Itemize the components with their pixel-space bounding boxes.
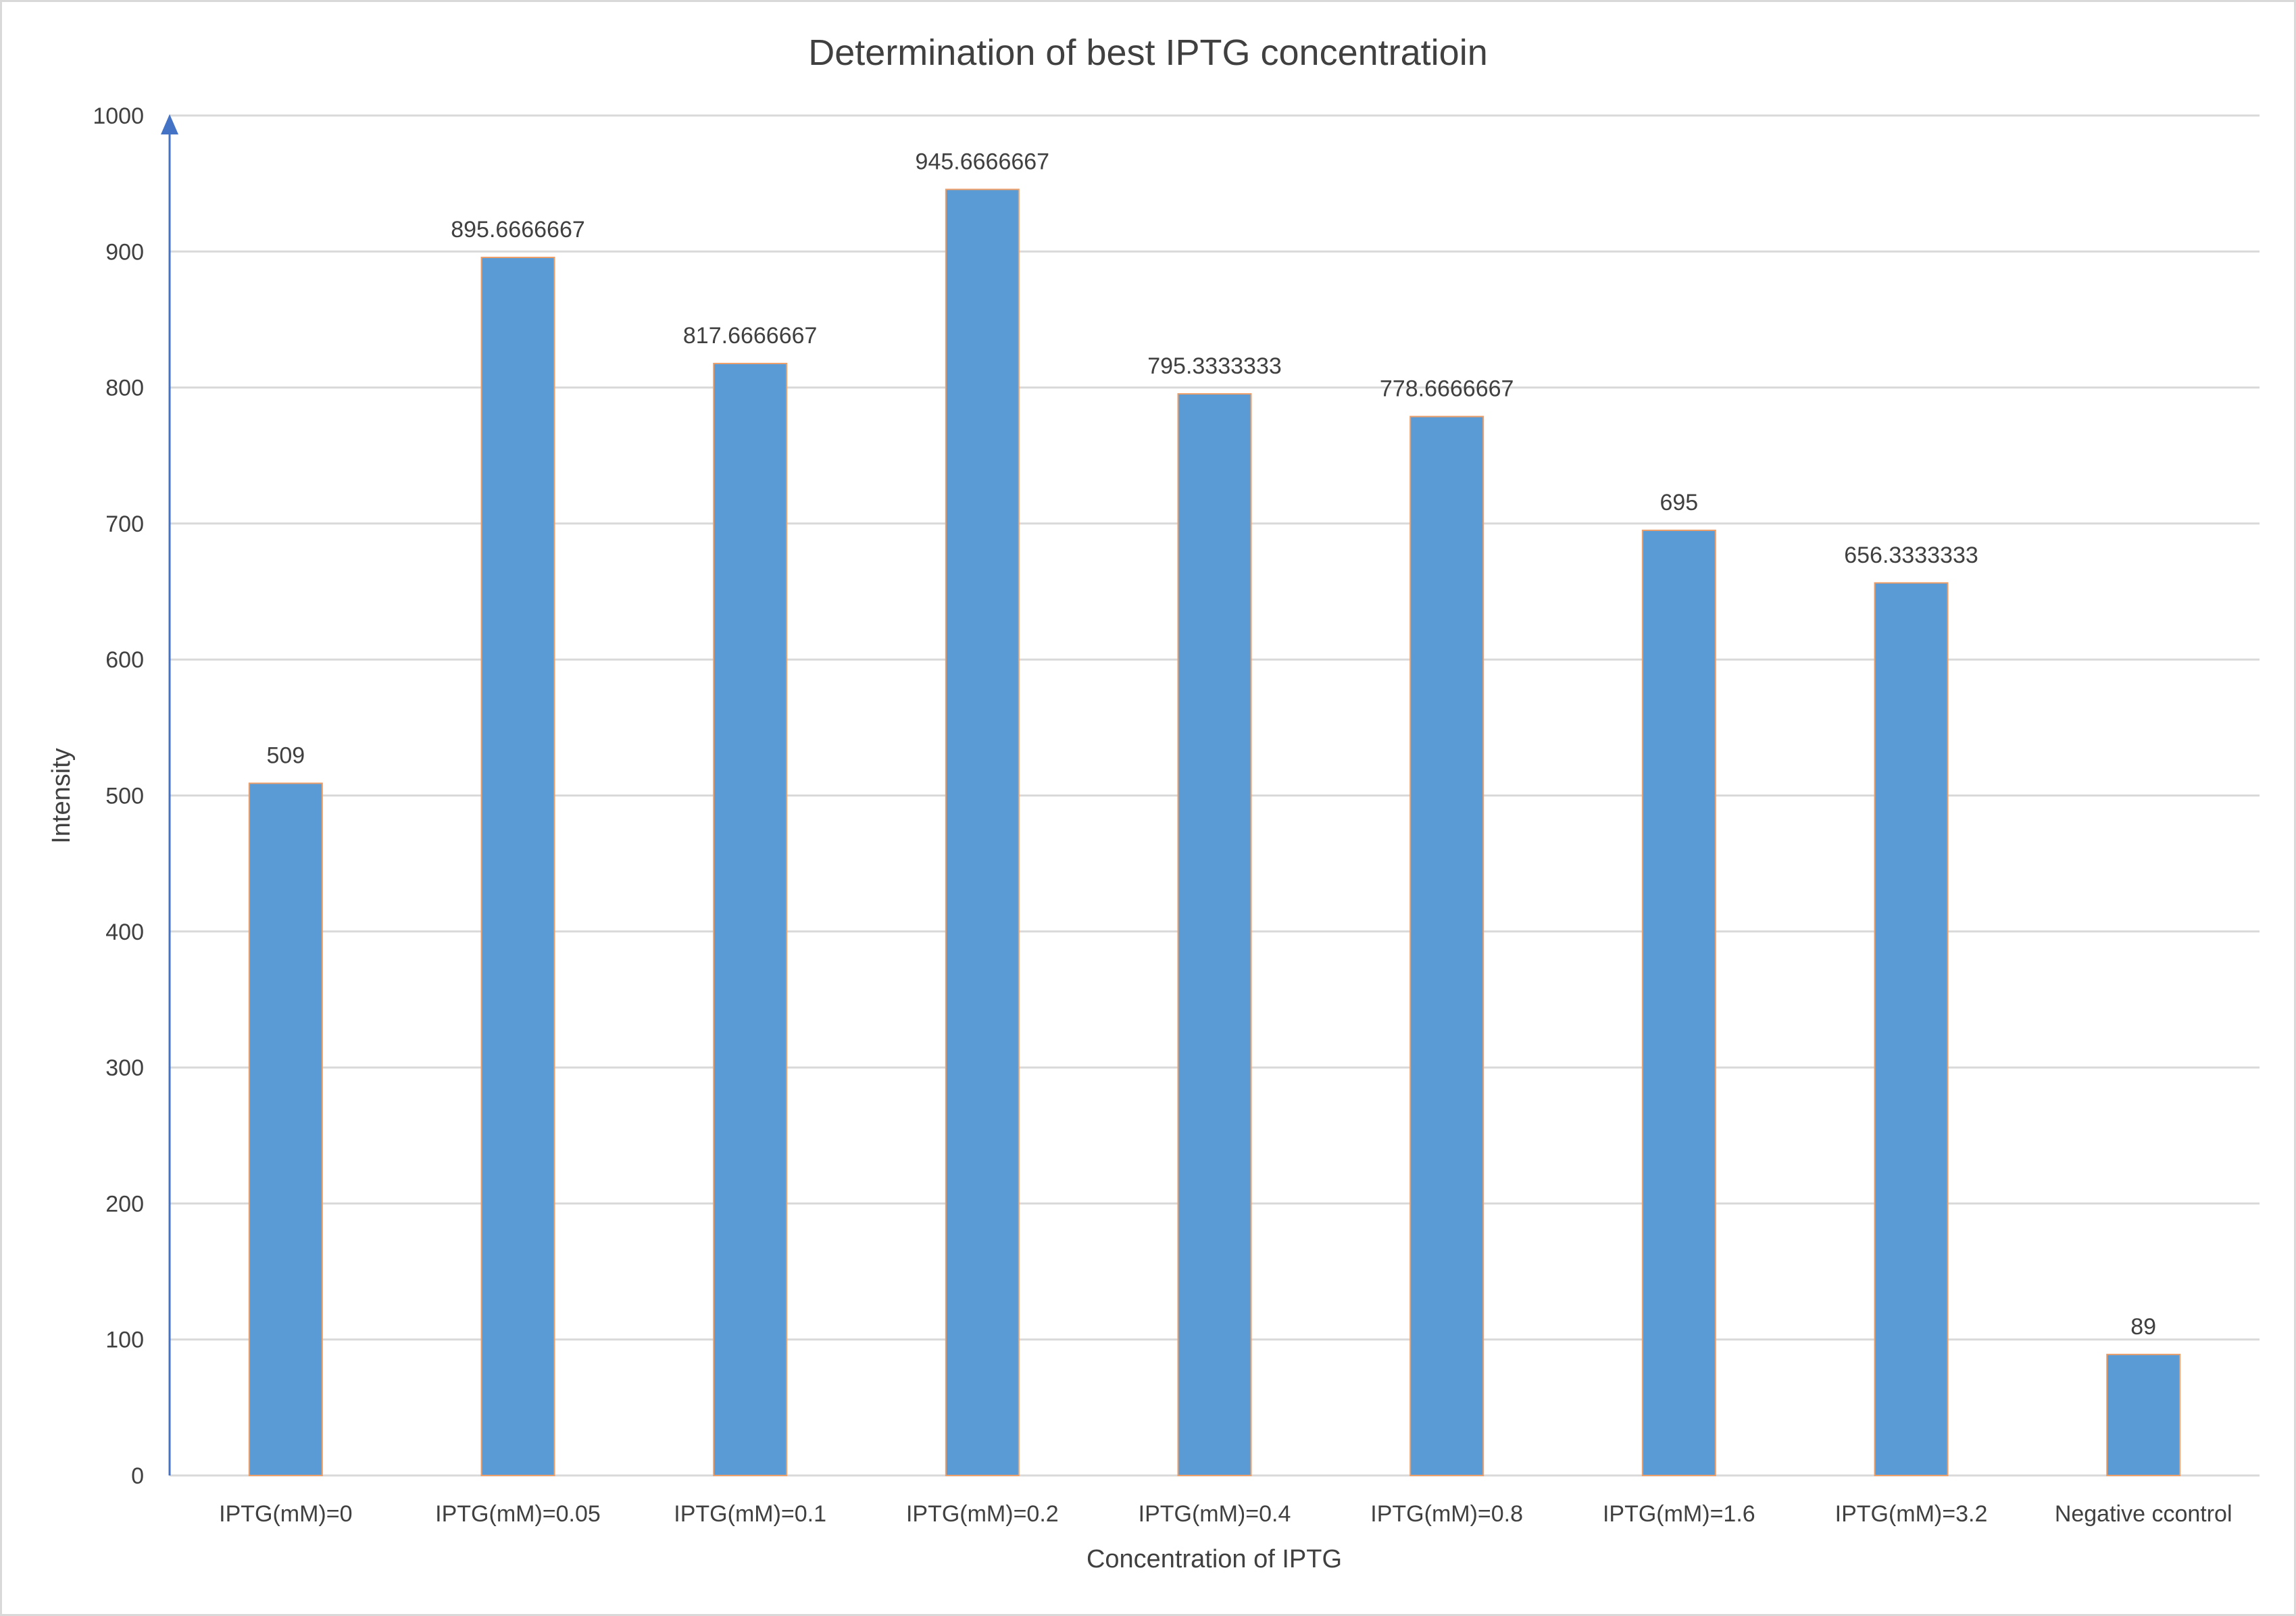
x-tick-label: IPTG(mM)=3.2	[1835, 1501, 1988, 1527]
y-tick-label: 400	[105, 919, 144, 945]
y-tick-label: 800	[105, 376, 144, 401]
bar	[1409, 415, 1484, 1477]
bar	[1177, 393, 1252, 1476]
bar	[2106, 1353, 2181, 1477]
bar	[1874, 582, 1949, 1476]
bars	[248, 188, 2181, 1477]
bar	[945, 188, 1020, 1476]
data-label: 89	[2130, 1314, 2156, 1340]
data-labels: 509 895.6666667 817.6666667 945.6666667 795.…	[266, 149, 2156, 1339]
y-tick-label: 1000	[93, 103, 144, 129]
x-tick-label: IPTG(mM)=0.2	[906, 1501, 1059, 1527]
x-tick-label: IPTG(mM)=0.4	[1139, 1501, 1291, 1527]
x-tick-label: IPTG(mM)=0.1	[674, 1501, 826, 1527]
data-label: 895.6666667	[451, 217, 585, 243]
bar	[248, 782, 323, 1476]
data-label: 795.3333333	[1147, 353, 1282, 379]
y-tick-label: 700	[105, 511, 144, 537]
y-tick-label: 300	[105, 1055, 144, 1081]
x-tick-label: IPTG(mM)=0	[219, 1501, 352, 1527]
y-axis-title: Intensity	[47, 748, 76, 844]
y-tick-labels: 0 100 200 300 400 500 600 700 800 900 1000	[93, 103, 144, 1489]
x-tick-label: IPTG(mM)=0.8	[1370, 1501, 1523, 1527]
data-label: 778.6666667	[1380, 376, 1514, 402]
chart-title: Determination of best IPTG concentratioi…	[808, 32, 1488, 73]
bar	[713, 363, 788, 1476]
y-tick-label: 0	[131, 1463, 144, 1489]
bar	[480, 257, 555, 1477]
y-tick-label: 100	[105, 1328, 144, 1353]
x-tick-label: IPTG(mM)=1.6	[1603, 1501, 1755, 1527]
y-tick-label: 200	[105, 1191, 144, 1217]
data-label: 945.6666667	[916, 149, 1050, 174]
x-tick-label: IPTG(mM)=0.05	[435, 1501, 601, 1527]
bar	[1641, 529, 1716, 1477]
y-tick-label: 600	[105, 647, 144, 673]
data-label: 509	[266, 742, 305, 768]
x-tick-label: Negative ccontrol	[2055, 1501, 2232, 1527]
data-label: 817.6666667	[683, 323, 818, 349]
data-label: 695	[1659, 490, 1698, 515]
y-tick-label: 500	[105, 784, 144, 809]
x-axis-title: Concentration of IPTG	[1087, 1545, 1342, 1573]
y-axis-arrow-icon	[161, 114, 178, 134]
data-label: 656.3333333	[1844, 542, 1978, 568]
y-tick-label: 900	[105, 239, 144, 265]
x-tick-labels: IPTG(mM)=0 IPTG(mM)=0.05 IPTG(mM)=0.1 IPTG(…	[219, 1501, 2232, 1527]
